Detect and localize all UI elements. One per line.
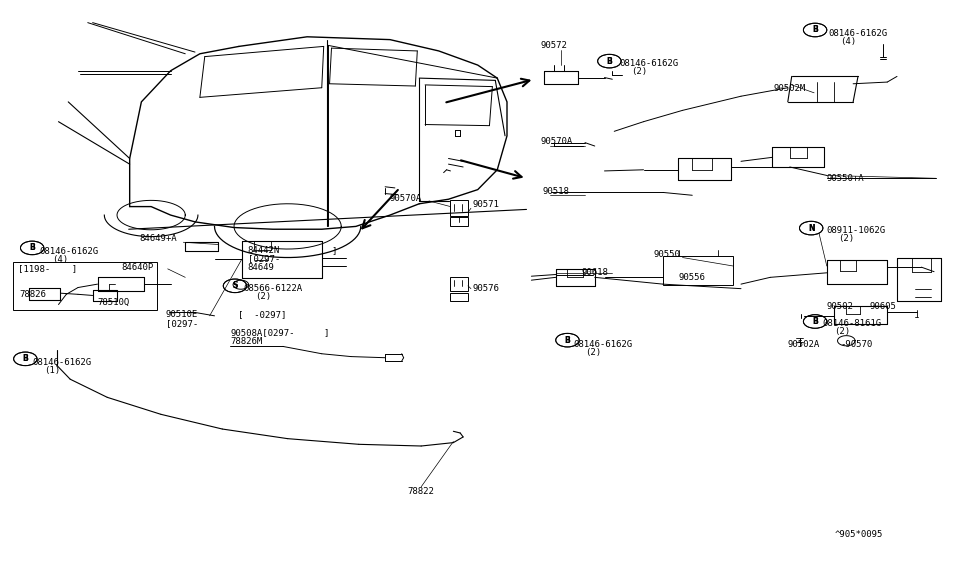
Text: S: S [232, 281, 238, 290]
Text: B: B [565, 336, 570, 345]
Text: 90550+A: 90550+A [827, 174, 865, 183]
Text: 90502A: 90502A [788, 340, 820, 349]
Text: [0297-: [0297- [248, 254, 280, 263]
Text: B: B [812, 317, 818, 326]
Text: B: B [606, 57, 612, 66]
Text: (4): (4) [52, 255, 68, 264]
Text: (2): (2) [834, 327, 850, 336]
Text: 08146-6162G: 08146-6162G [829, 29, 888, 38]
Text: 90570A: 90570A [390, 194, 422, 203]
Text: B: B [22, 354, 28, 363]
Text: 90556: 90556 [679, 273, 706, 282]
Text: N: N [808, 224, 814, 233]
Text: 90550: 90550 [653, 250, 681, 259]
Text: 78826: 78826 [20, 290, 47, 299]
Text: 78822: 78822 [408, 487, 435, 496]
Text: 84442N: 84442N [248, 246, 280, 255]
Text: 90570A: 90570A [540, 137, 572, 146]
Text: 08566-6122A: 08566-6122A [244, 284, 303, 293]
Text: 90518: 90518 [542, 187, 569, 196]
Text: 08146-8161G: 08146-8161G [822, 319, 881, 328]
Text: B: B [565, 336, 570, 345]
Text: ^905*0095: ^905*0095 [835, 530, 883, 539]
Text: [  -0297]: [ -0297] [238, 310, 287, 319]
Text: 90605: 90605 [870, 302, 897, 311]
Text: 90572: 90572 [540, 41, 567, 50]
Text: 90618: 90618 [581, 268, 608, 277]
Bar [450, 277, 468, 291]
Text: ]: ] [324, 328, 330, 337]
Text: 84649+A: 84649+A [139, 234, 177, 243]
Text: 90502M: 90502M [773, 84, 805, 93]
Text: -90570: -90570 [840, 340, 873, 349]
Text: 90508A[0297-: 90508A[0297- [230, 328, 294, 337]
Text: (2): (2) [585, 348, 602, 357]
Text: 08146-6162G: 08146-6162G [573, 340, 633, 349]
Text: 90502: 90502 [827, 302, 854, 311]
Text: 90576: 90576 [473, 284, 500, 293]
Text: B: B [812, 25, 818, 35]
Bar [450, 293, 468, 301]
Text: 90571: 90571 [473, 200, 500, 209]
Text: (2): (2) [838, 234, 855, 243]
Text: [1198-    ]: [1198- ] [18, 264, 77, 273]
Text: B: B [812, 317, 818, 326]
Text: 08146-6162G: 08146-6162G [32, 358, 92, 367]
Text: S: S [232, 281, 238, 290]
Text: B: B [812, 25, 818, 35]
Text: (2): (2) [255, 292, 272, 301]
Bar [450, 200, 468, 216]
Text: [0297-: [0297- [166, 319, 198, 328]
Text: ]: ] [332, 246, 337, 255]
Bar [13, 262, 157, 310]
Bar [663, 256, 733, 285]
Text: B: B [606, 57, 612, 66]
Text: 08146-6162G: 08146-6162G [619, 59, 679, 68]
Text: (1): (1) [44, 366, 60, 375]
Text: 84649: 84649 [248, 263, 275, 272]
Text: 78826M: 78826M [230, 337, 262, 346]
Text: B: B [29, 243, 35, 252]
Text: B: B [22, 354, 28, 363]
Text: 08146-6162G: 08146-6162G [39, 247, 98, 256]
Text: N: N [808, 224, 814, 233]
Text: B: B [29, 243, 35, 252]
Text: (2): (2) [631, 67, 647, 76]
Text: 78510Q: 78510Q [98, 298, 130, 307]
Bar [450, 217, 468, 226]
Text: 08911-1062G: 08911-1062G [827, 226, 886, 235]
Text: (4): (4) [840, 37, 857, 46]
Text: 90510E: 90510E [166, 310, 198, 319]
Text: 84640P: 84640P [122, 263, 154, 272]
